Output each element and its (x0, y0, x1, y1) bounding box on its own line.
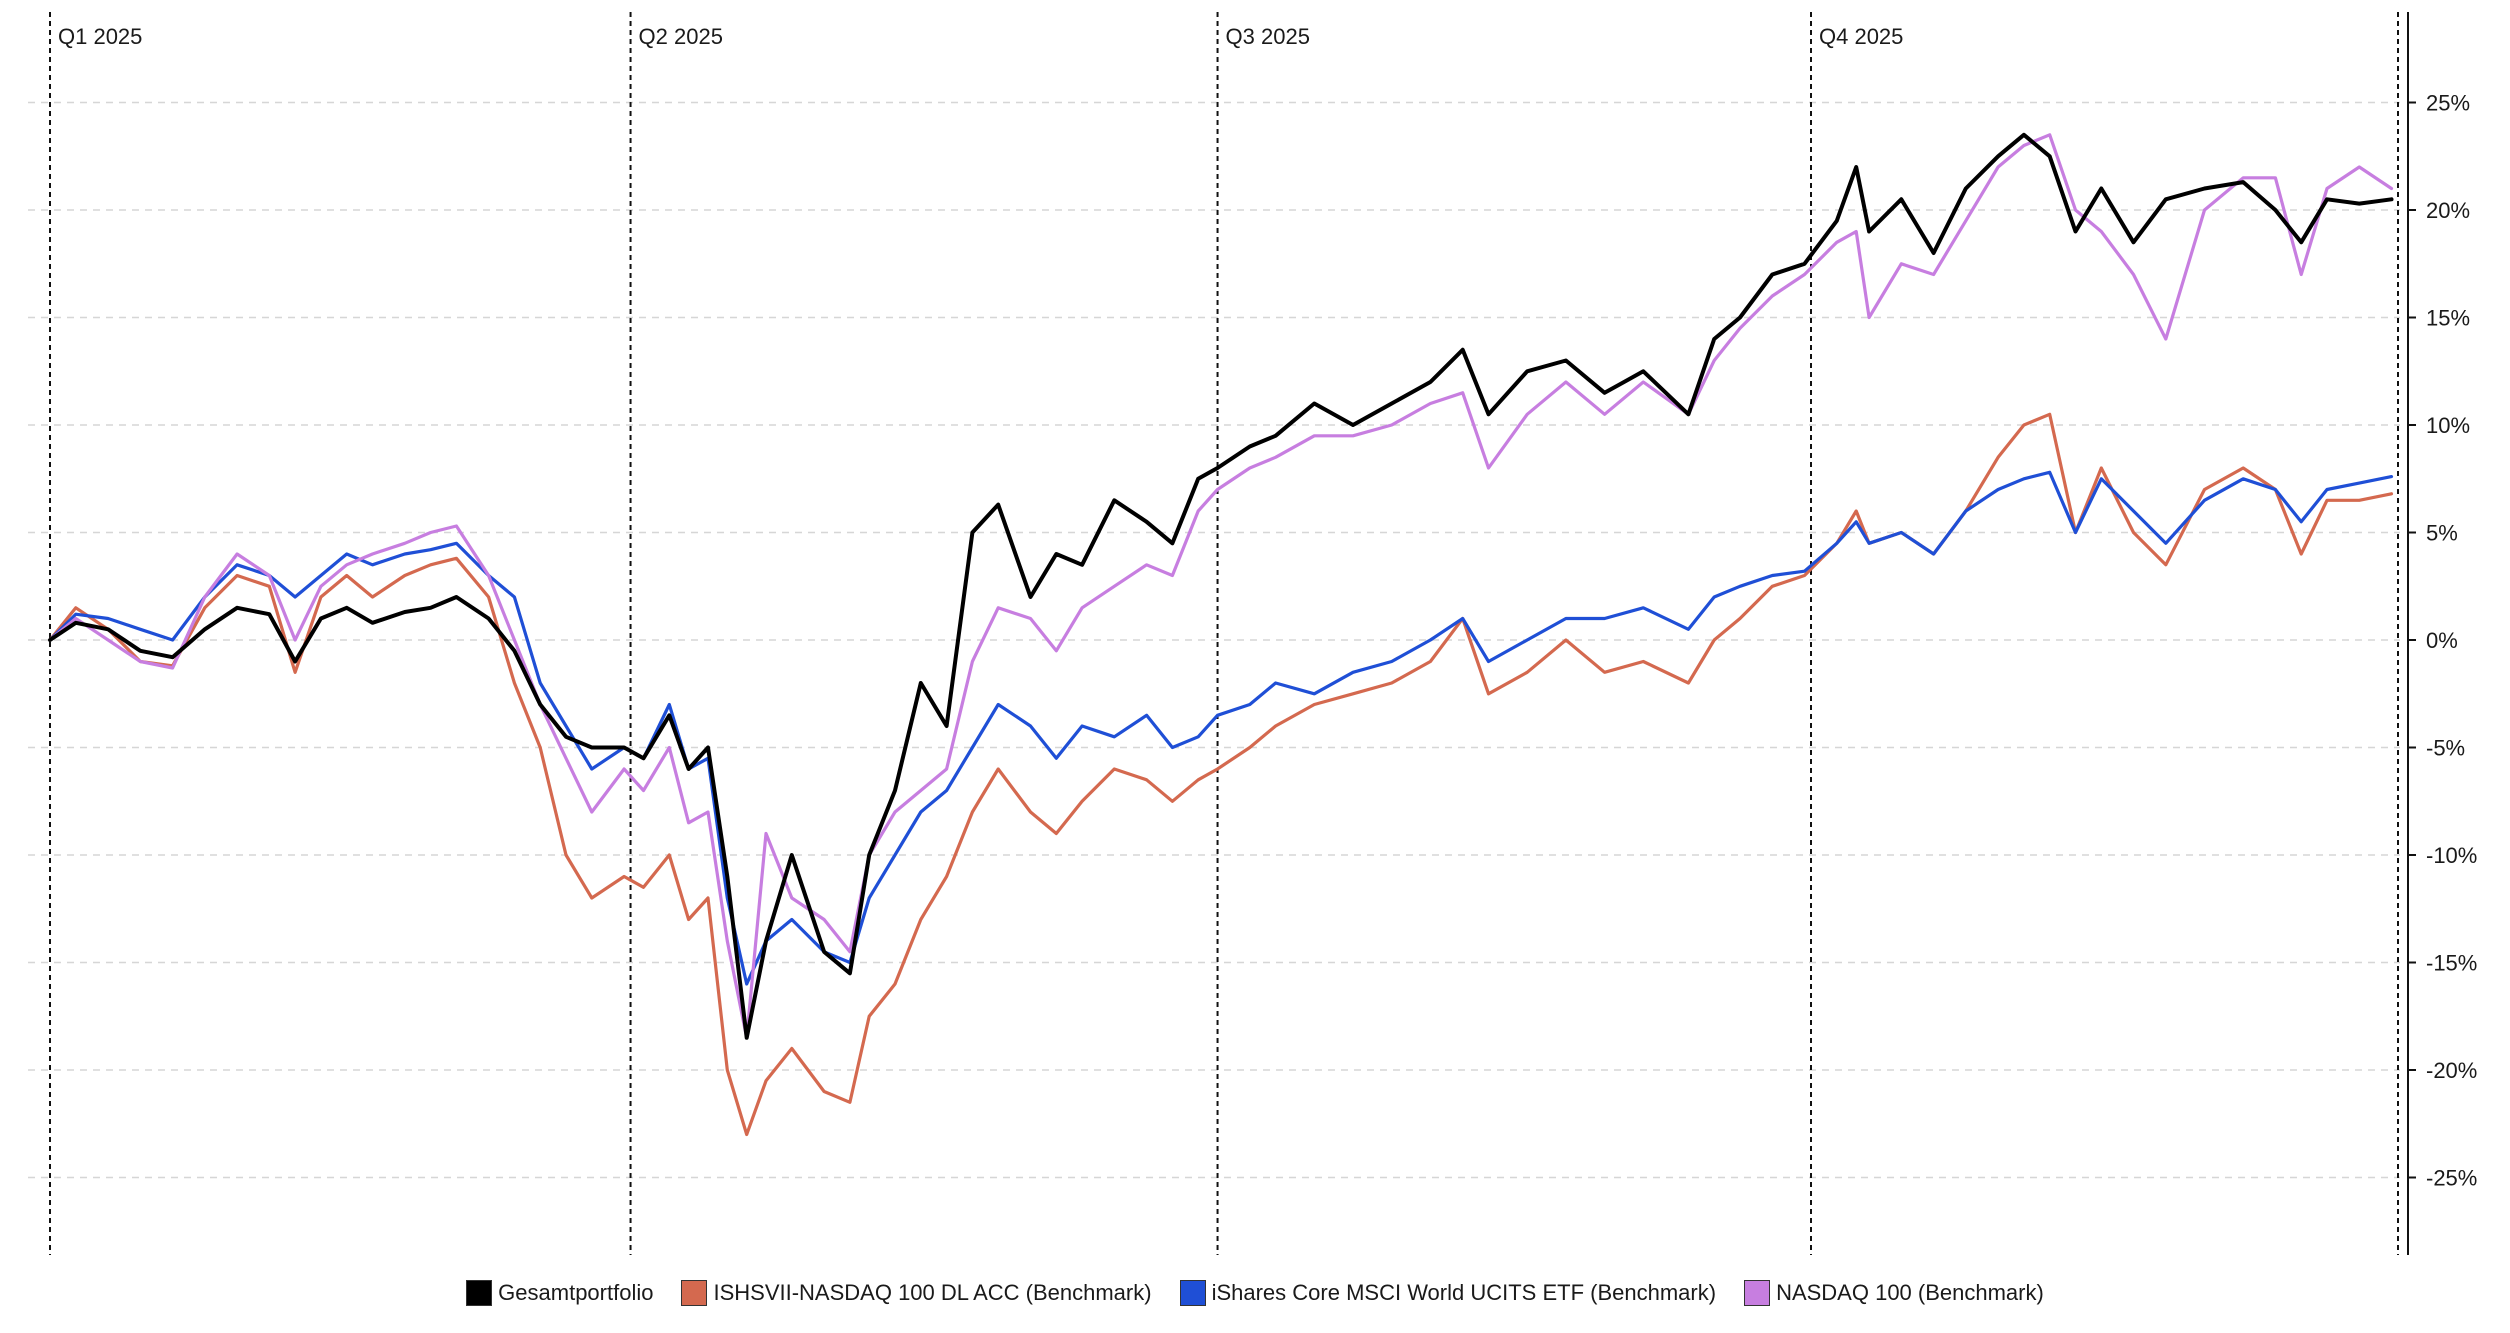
y-tick-label: -25% (2426, 1166, 2477, 1191)
y-tick-label: -5% (2426, 736, 2465, 761)
series-line (48, 133, 2394, 1040)
legend-item[interactable]: ISHSVII-NASDAQ 100 DL ACC (Benchmark) (681, 1280, 1152, 1306)
y-tick-label: 5% (2426, 521, 2458, 546)
y-tick-label: 10% (2426, 413, 2470, 438)
legend-label: iShares Core MSCI World UCITS ETF (Bench… (1211, 1280, 1717, 1305)
legend: Gesamtportfolio ISHSVII-NASDAQ 100 DL ACC… (0, 1280, 2510, 1306)
legend-item[interactable]: Gesamtportfolio (466, 1280, 653, 1306)
legend-label: Gesamtportfolio (498, 1280, 654, 1305)
y-axis-ticks: 25% 20% 15% 10% 5% 0% -5% -10% -15% -20% -25% (2408, 91, 2477, 1191)
quarter-markers: Q1 2025 Q2 2025 Q3 2025 Q4 2025 (49, 12, 2399, 1255)
quarter-label: Q2 2025 (639, 24, 723, 49)
series-line (48, 470, 2394, 986)
legend-swatch (466, 1280, 493, 1306)
series-line (48, 132, 2394, 1040)
y-tick-label: -15% (2426, 951, 2477, 976)
legend-item[interactable]: NASDAQ 100 (Benchmark) (1744, 1280, 2044, 1306)
y-tick-label: 20% (2426, 198, 2470, 223)
y-tick-label: -10% (2426, 843, 2477, 868)
y-tick-label: 25% (2426, 91, 2470, 116)
legend-item[interactable]: iShares Core MSCI World UCITS ETF (Bench… (1179, 1280, 1717, 1306)
quarter-label: Q1 2025 (58, 24, 142, 49)
y-tick-label: -20% (2426, 1058, 2477, 1083)
legend-swatch (681, 1280, 708, 1306)
legend-label: NASDAQ 100 (Benchmark) (1776, 1280, 2044, 1305)
series-line (48, 412, 2394, 1137)
legend-label: ISHSVII-NASDAQ 100 DL ACC (Benchmark) (713, 1280, 1152, 1305)
quarter-label: Q4 2025 (1819, 24, 1903, 49)
legend-swatch (1179, 1280, 1206, 1306)
quarter-label: Q3 2025 (1226, 24, 1310, 49)
y-tick-label: 15% (2426, 306, 2470, 331)
legend-swatch (1744, 1280, 1771, 1306)
series-lines (48, 132, 2394, 1137)
gridlines (28, 101, 2400, 1179)
y-tick-label: 0% (2426, 628, 2458, 653)
